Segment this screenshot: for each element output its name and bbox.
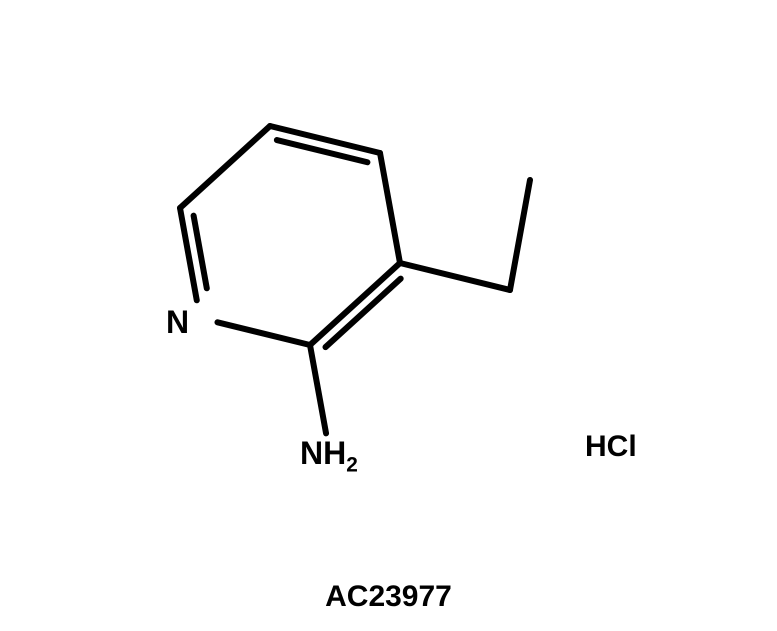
atom-label: NH2: [300, 437, 358, 476]
salt-label: HCl: [585, 432, 637, 462]
compound-id: AC23977: [0, 580, 777, 614]
atom-label: N: [166, 306, 189, 338]
molecule-bonds: [0, 0, 777, 631]
figure-stage: N NH2 HCl AC23977: [0, 0, 777, 631]
